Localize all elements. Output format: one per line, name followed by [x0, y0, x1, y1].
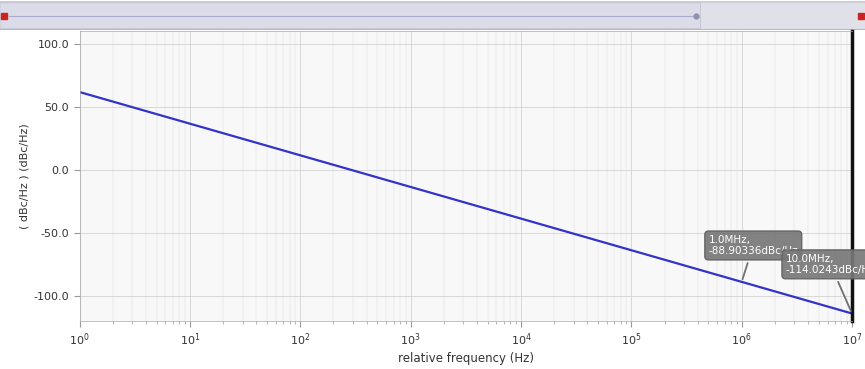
Text: 1.0MHz,
-88.90336dBc/Hz: 1.0MHz, -88.90336dBc/Hz	[708, 235, 798, 279]
Y-axis label: ( dBc/Hz ) (dBc/Hz): ( dBc/Hz ) (dBc/Hz)	[19, 123, 29, 229]
FancyBboxPatch shape	[0, 3, 701, 28]
FancyBboxPatch shape	[0, 2, 865, 30]
Text: 10.0MHz,
-114.0243dBc/Hz: 10.0MHz, -114.0243dBc/Hz	[785, 254, 865, 311]
X-axis label: relative frequency (Hz): relative frequency (Hz)	[398, 352, 534, 365]
